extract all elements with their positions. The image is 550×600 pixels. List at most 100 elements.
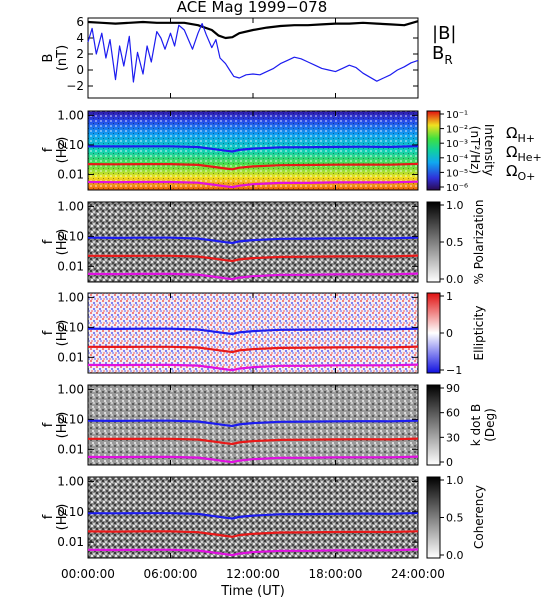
kdotb-ylabel: f	[41, 422, 56, 427]
polarization-colorbar	[426, 201, 441, 283]
coherency-colorbar-ticks: 1.0 0.5 0.0	[440, 474, 464, 562]
b-panel-yunit: (nT)	[55, 45, 70, 71]
b-ytick-label: 4	[76, 31, 84, 45]
gyro-h-line	[87, 511, 419, 520]
spectrogram-panels: 1.000.100.01 f (Hz) 10⁻¹10⁻²10⁻³10⁻⁴10⁻⁵…	[41, 108, 542, 562]
legend-b-radial: BR	[432, 43, 453, 67]
colorbar-tick-label: 1	[446, 290, 453, 303]
ellipticity-panel: 1.00 0.10 0.01 f (Hz) 1 0 −1 Ellipticity	[41, 290, 486, 377]
kdotb-colorbar-unit: (Deg)	[483, 408, 497, 442]
b-panel-frame	[87, 17, 419, 99]
intensity-gyro-lines	[87, 145, 419, 189]
ellipticity-ylabel: f	[41, 330, 56, 335]
gyro-o-line	[87, 180, 419, 189]
polarization-colorbar-ticks: 1.0 0.5 0.0	[440, 199, 464, 286]
freq-tick-label: 0.10	[57, 505, 84, 519]
freq-tick-label: 1.00	[57, 474, 84, 488]
ellipticity-colorbar-label: Ellipticity	[472, 306, 486, 361]
intensity-colorbar	[426, 110, 441, 191]
freq-tick-label: 0.01	[57, 350, 84, 364]
colorbar-tick-label: 1.0	[446, 474, 464, 487]
colorbar-tick-label: 1.0	[446, 199, 464, 212]
colorbar-tick-label: −1	[446, 364, 462, 377]
b-radial-line	[87, 23, 419, 83]
polarization-spectrogram	[88, 202, 418, 282]
intensity-ylabel: f	[41, 147, 56, 152]
coherency-ylabel: f	[41, 514, 56, 519]
coherency-colorbar	[426, 476, 441, 559]
polarization-freq-ticks: 1.00 0.10 0.01	[57, 199, 418, 273]
kdotb-colorbar-ticks: 90 60 30 0	[440, 382, 460, 469]
gyro-o-line	[87, 363, 419, 372]
freq-tick-label: 0.01	[57, 259, 84, 273]
coherency-gyro-lines	[87, 511, 419, 557]
colorbar-tick-label: 10⁻¹	[446, 110, 468, 121]
time-tick-label: 00:00:00	[61, 567, 115, 581]
gyro-o-line	[87, 548, 419, 557]
gyro-h-line	[87, 419, 419, 428]
gyro-h-line	[87, 236, 419, 245]
coherency-panel: 1.00 0.10 0.01 f (Hz) 1.0 0.5 0.0 Coherency	[41, 474, 486, 562]
colorbar-tick-label: 10⁻⁴	[446, 154, 468, 165]
freq-tick-label: 1.00	[57, 108, 84, 122]
gyro-o-line	[87, 272, 419, 281]
kdotb-freq-ticks: 1.00 0.10 0.01	[57, 382, 418, 456]
kdotb-spectrogram	[88, 385, 418, 465]
colorbar-tick-label: 0.5	[446, 236, 464, 249]
colorbar-tick-label: 60	[446, 407, 460, 420]
colorbar-tick-label: 0	[446, 456, 453, 469]
coherency-spectrogram	[88, 477, 418, 558]
kdotb-colorbar	[426, 384, 441, 466]
freq-tick-label: 0.10	[57, 138, 84, 152]
kdotb-colorbar-label: k dot B	[469, 404, 483, 446]
freq-tick-label: 0.01	[57, 168, 84, 182]
time-axis-label: Time (UT)	[220, 584, 285, 599]
gyro-h-line	[87, 145, 419, 153]
freq-tick-label: 0.10	[57, 229, 84, 243]
ellipticity-gyro-lines	[87, 327, 419, 372]
freq-tick-label: 0.10	[57, 320, 84, 334]
polarization-ylabel: f	[41, 239, 56, 244]
legend-b-radial-base: B	[432, 43, 444, 64]
gyro-label-he-sub: He+	[517, 151, 541, 164]
colorbar-tick-label: 90	[446, 382, 460, 395]
colorbar-tick-label: 10⁻⁵	[446, 168, 468, 179]
gyro-label-he: ΩHe+	[506, 143, 542, 164]
gyro-label-h: ΩH+	[506, 124, 535, 145]
b-panel-lines	[87, 20, 419, 83]
kdotb-gyro-lines	[87, 419, 419, 464]
legend-b-total: |B|	[432, 23, 456, 44]
time-tick-label: 18:00:00	[309, 567, 363, 581]
b-ytick-label: 0	[76, 63, 84, 77]
ellipticity-yunit: (Hz)	[55, 320, 70, 347]
colorbar-tick-label: 0	[446, 327, 453, 340]
gyro-label-h-sub: H+	[517, 132, 535, 145]
ellipticity-colorbar-ticks: 1 0 −1	[440, 290, 462, 377]
ellipticity-spectrogram	[88, 293, 418, 373]
intensity-colorbar-ticks: 10⁻¹ 10⁻² 10⁻³ 10⁻⁴ 10⁻⁵ 10⁻⁶	[440, 110, 468, 194]
intensity-spectrogram-texture	[88, 111, 418, 190]
colorbar-tick-label: 10⁻²	[446, 125, 468, 136]
legend-b-radial-sub: R	[444, 53, 452, 67]
polarization-colorbar-label: % Polarization	[472, 200, 486, 285]
b-ytick-label: 2	[76, 47, 84, 61]
polarization-gyro-lines	[87, 236, 419, 281]
colorbar-tick-label: 10⁻⁶	[446, 183, 468, 194]
freq-tick-label: 0.10	[57, 412, 84, 426]
colorbar-tick-label: 30	[446, 431, 460, 444]
time-tick-label: 24:00:00	[391, 567, 445, 581]
intensity-colorbar-label: Intensity	[482, 124, 496, 176]
coherency-yunit: (Hz)	[55, 504, 70, 531]
intensity-freq-ticks: 1.00 0.10 0.01	[57, 108, 418, 182]
ellipticity-colorbar	[426, 292, 441, 374]
polarization-yunit: (Hz)	[55, 229, 70, 256]
colorbar-tick-label: 10⁻³	[446, 139, 468, 150]
intensity-colorbar-unit: (nT²/Hz)	[468, 126, 482, 174]
kdotb-panel: 1.00 0.10 0.01 f (Hz) 90 60 30 0 k dot B (Deg…	[41, 382, 497, 469]
freq-tick-label: 0.01	[57, 535, 84, 549]
polarization-panel: 1.00 0.10 0.01 f (Hz) 1.0 0.5 0.0 % Polariza…	[41, 199, 486, 286]
b-ytick-label: 6	[76, 15, 84, 29]
gyro-he-line	[87, 162, 419, 171]
time-axis-ticks: 00:00:00 06:00:00 12:00:00 18:00:00 24:00:00	[61, 18, 445, 581]
